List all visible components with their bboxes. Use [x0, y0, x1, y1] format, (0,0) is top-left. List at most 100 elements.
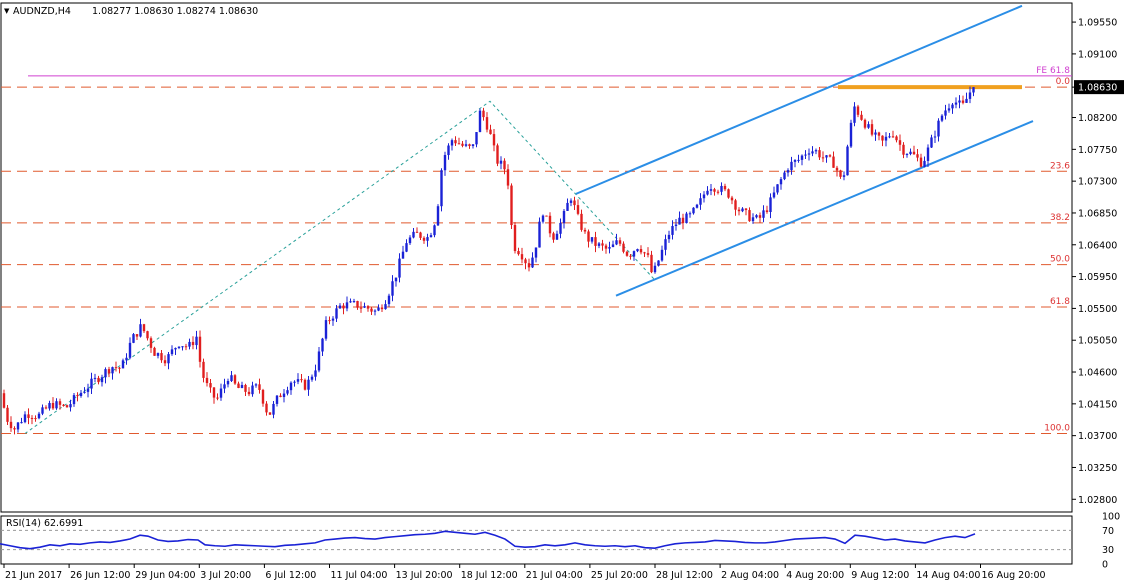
candle-body [923, 160, 926, 167]
candle-body [275, 395, 279, 404]
price-tick-label: 1.08200 [1078, 113, 1117, 124]
candle-body [702, 194, 706, 199]
candle-body [240, 384, 244, 389]
candle-body [104, 369, 107, 378]
candle-body [79, 392, 83, 397]
candle-body [331, 318, 335, 321]
time-tick-label: 13 Jul 20:00 [396, 570, 453, 581]
candle-body [650, 254, 653, 273]
candle-body [44, 407, 48, 409]
candle-body [258, 384, 261, 390]
candle-body [559, 222, 562, 234]
time-tick-label: 18 Jul 12:00 [461, 570, 518, 581]
price-tick-label: 1.06400 [1078, 240, 1117, 251]
candle-body [706, 190, 709, 195]
candle-body [958, 100, 961, 103]
candle-body [471, 144, 475, 147]
rsi-tick-label: 0 [1102, 560, 1108, 571]
candle-body [902, 144, 905, 155]
candle-body [436, 206, 440, 226]
candle-body [454, 140, 457, 144]
candle-body [825, 155, 828, 158]
candle-body [170, 349, 174, 355]
candle-body [65, 405, 69, 408]
candle-body [940, 115, 944, 121]
candle-body [422, 237, 426, 241]
candle-body [216, 397, 219, 399]
candle-body [132, 334, 135, 343]
candle-body [289, 382, 293, 391]
time-axis: 21 Jun 2017 26 Jun 12:00 29 Jun 04:00 3 Jul… [3, 564, 1046, 581]
rsi-tick-label: 70 [1102, 526, 1114, 537]
candle-body [888, 136, 891, 138]
candle-body [30, 417, 34, 419]
candle-body [408, 237, 412, 244]
candle-body [779, 179, 783, 185]
candle-body [128, 342, 132, 358]
current-price-box [1074, 80, 1124, 95]
candle-body [646, 253, 650, 255]
candle-body [97, 377, 100, 383]
time-tick-label: 14 Aug 04:00 [916, 570, 980, 581]
candlestick-series [2, 86, 975, 435]
candle-body [611, 244, 615, 248]
candle-body [405, 243, 408, 252]
candle-body [685, 213, 688, 224]
candle-body [741, 208, 744, 212]
candle-body [13, 428, 16, 430]
candle-body [20, 422, 23, 424]
candle-body [307, 379, 310, 390]
candle-body [450, 140, 454, 146]
candle-body [34, 418, 37, 420]
candle-body [531, 257, 534, 268]
candle-body [394, 277, 398, 282]
candle-body [503, 160, 506, 170]
candle-body [510, 185, 513, 226]
candle-body [954, 102, 958, 105]
menu-chevron-icon[interactable]: ▼ [4, 7, 10, 15]
candle-body [27, 414, 30, 418]
candle-body [790, 161, 793, 171]
candle-body [366, 306, 370, 309]
candle-body [548, 215, 552, 234]
candle-body [272, 403, 275, 415]
candle-body [545, 215, 548, 217]
candle-body [55, 401, 58, 409]
candle-body [41, 407, 44, 414]
rsi-tick-label: 100 [1102, 512, 1120, 523]
candle-body [517, 251, 520, 255]
candle-body [370, 308, 373, 312]
candle-body [804, 154, 807, 156]
candle-body [163, 360, 167, 364]
candle-body [296, 379, 300, 382]
candle-body [160, 353, 163, 361]
price-tick-label: 1.07750 [1078, 145, 1117, 156]
candle-body [6, 407, 9, 422]
candle-body [898, 140, 902, 145]
candle-body [674, 224, 678, 227]
candle-body [135, 334, 139, 337]
candle-body [636, 249, 639, 252]
price-axis: 1.09550 1.09100 1.08630 1.08200 1.07750 1.073… [1072, 18, 1124, 506]
candle-body [247, 391, 251, 395]
candle-body [489, 129, 492, 135]
candle-body [639, 249, 643, 253]
candle-body [856, 106, 860, 115]
candle-body [580, 213, 583, 230]
candle-body [349, 301, 352, 303]
candle-body [828, 155, 832, 157]
candle-body [384, 304, 387, 310]
candle-body [818, 150, 821, 158]
rsi-panel-frame [0, 515, 1073, 565]
candle-body [870, 124, 874, 135]
candle-body [590, 237, 594, 242]
candle-body [478, 110, 482, 133]
candle-body [352, 301, 356, 303]
candle-body [965, 98, 968, 103]
candle-body [797, 159, 800, 161]
candle-body [482, 110, 485, 118]
candle-body [233, 375, 237, 384]
candle-body [786, 170, 790, 173]
candle-body [552, 233, 555, 240]
